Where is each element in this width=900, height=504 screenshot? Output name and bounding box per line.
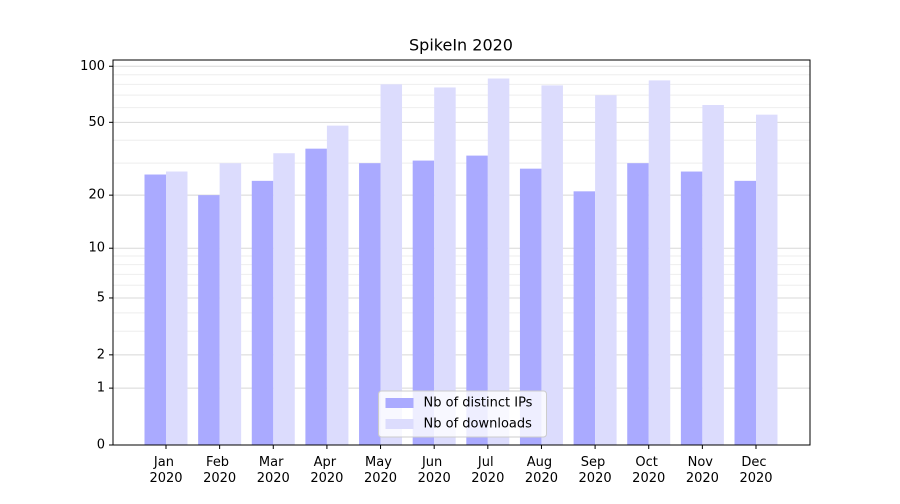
- y-tick-label: 0: [97, 438, 105, 453]
- bar: [305, 148, 327, 445]
- legend-swatch: [385, 419, 414, 429]
- bar: [734, 180, 756, 445]
- x-tick-label: Jul 2020: [471, 455, 504, 486]
- x-tick-label: Mar 2020: [257, 455, 290, 486]
- bar: [380, 84, 403, 445]
- bar: [680, 171, 703, 445]
- bar: [273, 153, 295, 445]
- x-tick-label: Apr 2020: [310, 455, 343, 486]
- bar: [487, 78, 510, 446]
- x-tick-label: Jan 2020: [149, 455, 182, 486]
- x-tick-label: Feb 2020: [203, 455, 236, 486]
- x-tick-label: Sep 2020: [579, 455, 612, 486]
- y-tick-label: 50: [88, 115, 105, 130]
- x-tick-label: Aug 2020: [525, 455, 558, 486]
- bar: [595, 95, 617, 446]
- bar: [627, 163, 649, 445]
- bar: [519, 168, 542, 445]
- bar: [144, 174, 166, 445]
- bar: [251, 180, 274, 445]
- bar: [702, 104, 724, 446]
- y-tick-label: 100: [80, 59, 105, 74]
- y-tick-label: 1: [97, 381, 105, 396]
- legend-box: [378, 390, 547, 438]
- x-tick-label: Dec 2020: [739, 455, 772, 486]
- bar: [219, 163, 242, 445]
- legend-swatch: [385, 398, 414, 408]
- bar: [198, 195, 220, 445]
- bar: [756, 114, 778, 445]
- chart-title: SpikeIn 2020: [409, 36, 513, 55]
- x-tick-label: Oct 2020: [632, 455, 665, 486]
- y-tick-label: 2: [97, 347, 105, 362]
- y-tick-label: 20: [88, 188, 105, 203]
- bar: [648, 80, 671, 445]
- bar: [412, 160, 435, 445]
- bar: [541, 85, 563, 445]
- bar: [359, 163, 381, 445]
- bar: [166, 171, 188, 445]
- bar: [326, 125, 349, 445]
- x-tick-label: May 2020: [364, 455, 397, 486]
- bar: [434, 87, 456, 446]
- bar: [573, 191, 596, 445]
- plot-frame: [112, 59, 811, 446]
- legend-label: Nb of downloads: [424, 417, 533, 432]
- x-tick-label: Nov 2020: [686, 455, 719, 486]
- bar: [466, 155, 488, 445]
- x-tick-label: Jun 2020: [418, 455, 451, 486]
- legend-label: Nb of distinct IPs: [424, 396, 533, 411]
- y-tick-label: 10: [88, 241, 105, 256]
- y-tick-label: 5: [97, 290, 105, 305]
